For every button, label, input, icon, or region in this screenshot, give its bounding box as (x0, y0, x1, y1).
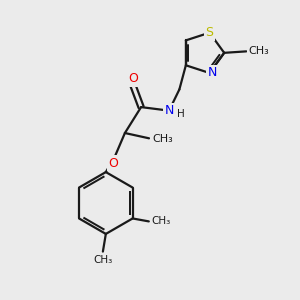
Text: CH₃: CH₃ (152, 134, 173, 145)
Text: O: O (128, 72, 138, 85)
Text: O: O (109, 157, 118, 169)
Text: S: S (206, 26, 214, 39)
Text: H: H (177, 109, 185, 119)
Text: CH₃: CH₃ (93, 255, 112, 265)
Text: N: N (164, 104, 174, 117)
Text: CH₃: CH₃ (248, 46, 269, 56)
Text: N: N (208, 67, 217, 80)
Text: CH₃: CH₃ (152, 216, 171, 226)
